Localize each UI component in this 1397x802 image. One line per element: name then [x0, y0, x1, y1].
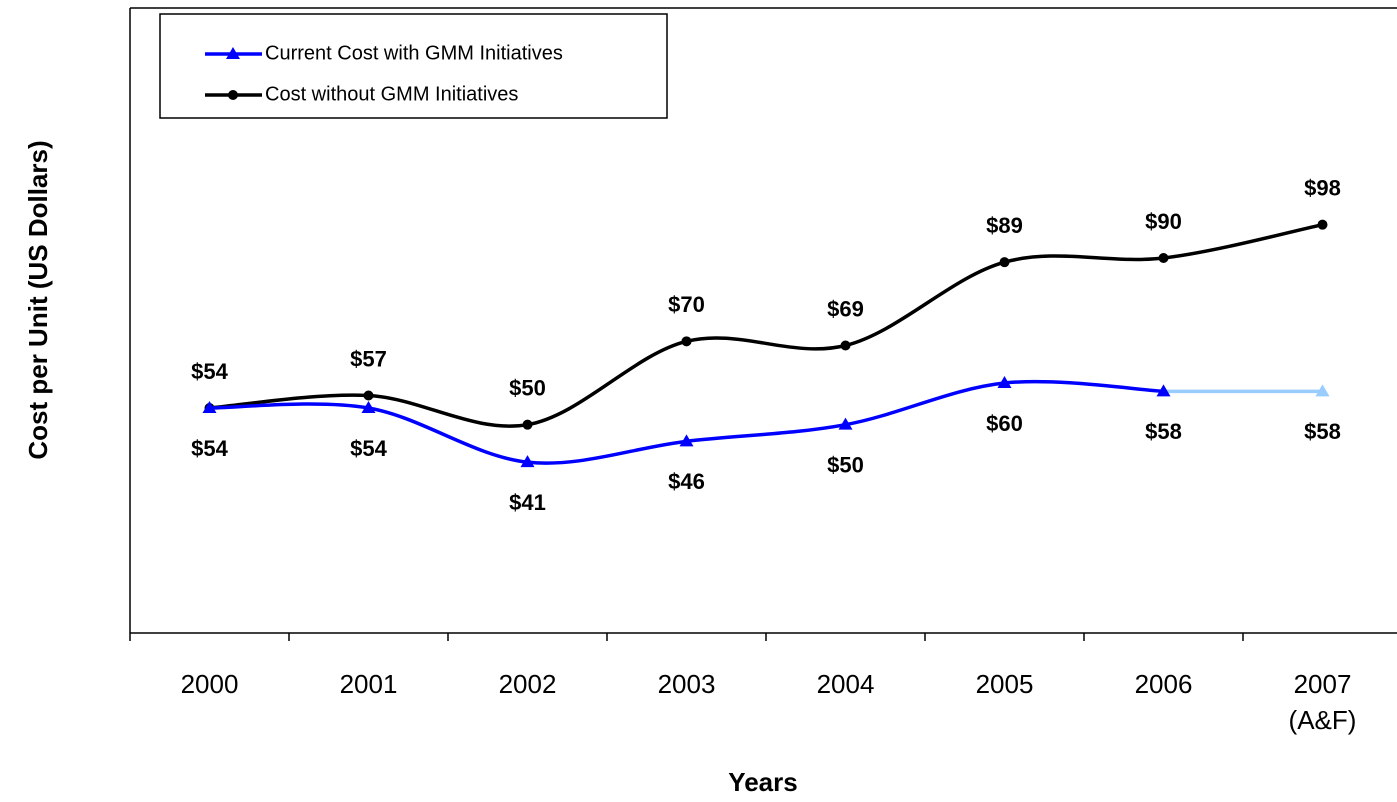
data-label: $90: [1145, 209, 1182, 234]
marker: [1158, 253, 1169, 263]
x-tick-label: 2002: [499, 669, 557, 699]
data-label: $54: [191, 436, 228, 461]
data-label: $60: [986, 411, 1023, 436]
y-axis-title: Cost per Unit (US Dollars): [23, 140, 53, 459]
data-label: $57: [350, 346, 387, 371]
data-label: $70: [668, 292, 705, 317]
marker: [226, 47, 240, 59]
legend-label: Current Cost with GMM Initiatives: [265, 42, 563, 64]
data-label: $69: [827, 296, 864, 321]
marker: [520, 455, 535, 468]
x-tick-label: 2005: [976, 669, 1034, 699]
marker: [522, 419, 533, 430]
data-label: $50: [827, 452, 864, 477]
x-tick-label: 2003: [658, 669, 716, 699]
data-label: $50: [509, 375, 546, 400]
x-tick-label: 2006: [1135, 669, 1193, 699]
x-tick-label: 2007 (A&F): [1289, 669, 1357, 735]
marker: [838, 417, 853, 430]
marker: [679, 434, 694, 447]
marker: [840, 340, 851, 351]
marker: [228, 90, 238, 100]
marker: [1317, 219, 1328, 230]
marker: [361, 401, 376, 413]
data-label: $41: [509, 490, 546, 515]
marker: [999, 257, 1010, 268]
x-axis-title: Years: [728, 767, 797, 797]
series-line: [209, 222, 1323, 428]
x-tick-label: 2004: [817, 669, 875, 699]
data-label: $54: [350, 436, 387, 461]
marker: [363, 390, 374, 401]
data-label: $46: [668, 469, 705, 494]
marker: [202, 401, 217, 413]
data-label: $58: [1304, 419, 1341, 444]
marker: [997, 376, 1012, 388]
x-tick-label: 2001: [340, 669, 398, 699]
legend-label: Cost without GMM Initiatives: [265, 83, 518, 105]
data-label: $54: [191, 359, 228, 384]
marker: [681, 336, 692, 347]
data-label: $89: [986, 213, 1023, 238]
data-label: $58: [1145, 419, 1182, 444]
data-label: $98: [1304, 175, 1341, 200]
x-tick-label: 2000: [181, 669, 239, 699]
legend-box: [159, 13, 668, 119]
marker: [1315, 384, 1330, 397]
marker: [1156, 384, 1171, 397]
